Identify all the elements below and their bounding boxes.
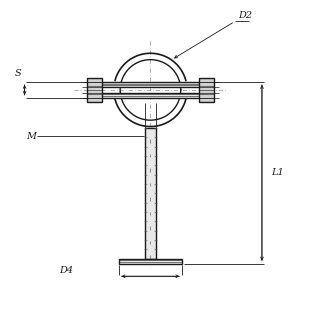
- Bar: [87, 78, 102, 102]
- Text: S: S: [15, 69, 21, 78]
- Text: D2: D2: [238, 11, 252, 20]
- Text: D4: D4: [60, 266, 74, 275]
- Bar: [198, 78, 214, 102]
- Bar: [100, 82, 201, 87]
- Bar: [119, 259, 182, 264]
- Text: M: M: [26, 132, 36, 140]
- Bar: [100, 93, 201, 98]
- Bar: [145, 128, 156, 259]
- Text: L1: L1: [271, 168, 284, 177]
